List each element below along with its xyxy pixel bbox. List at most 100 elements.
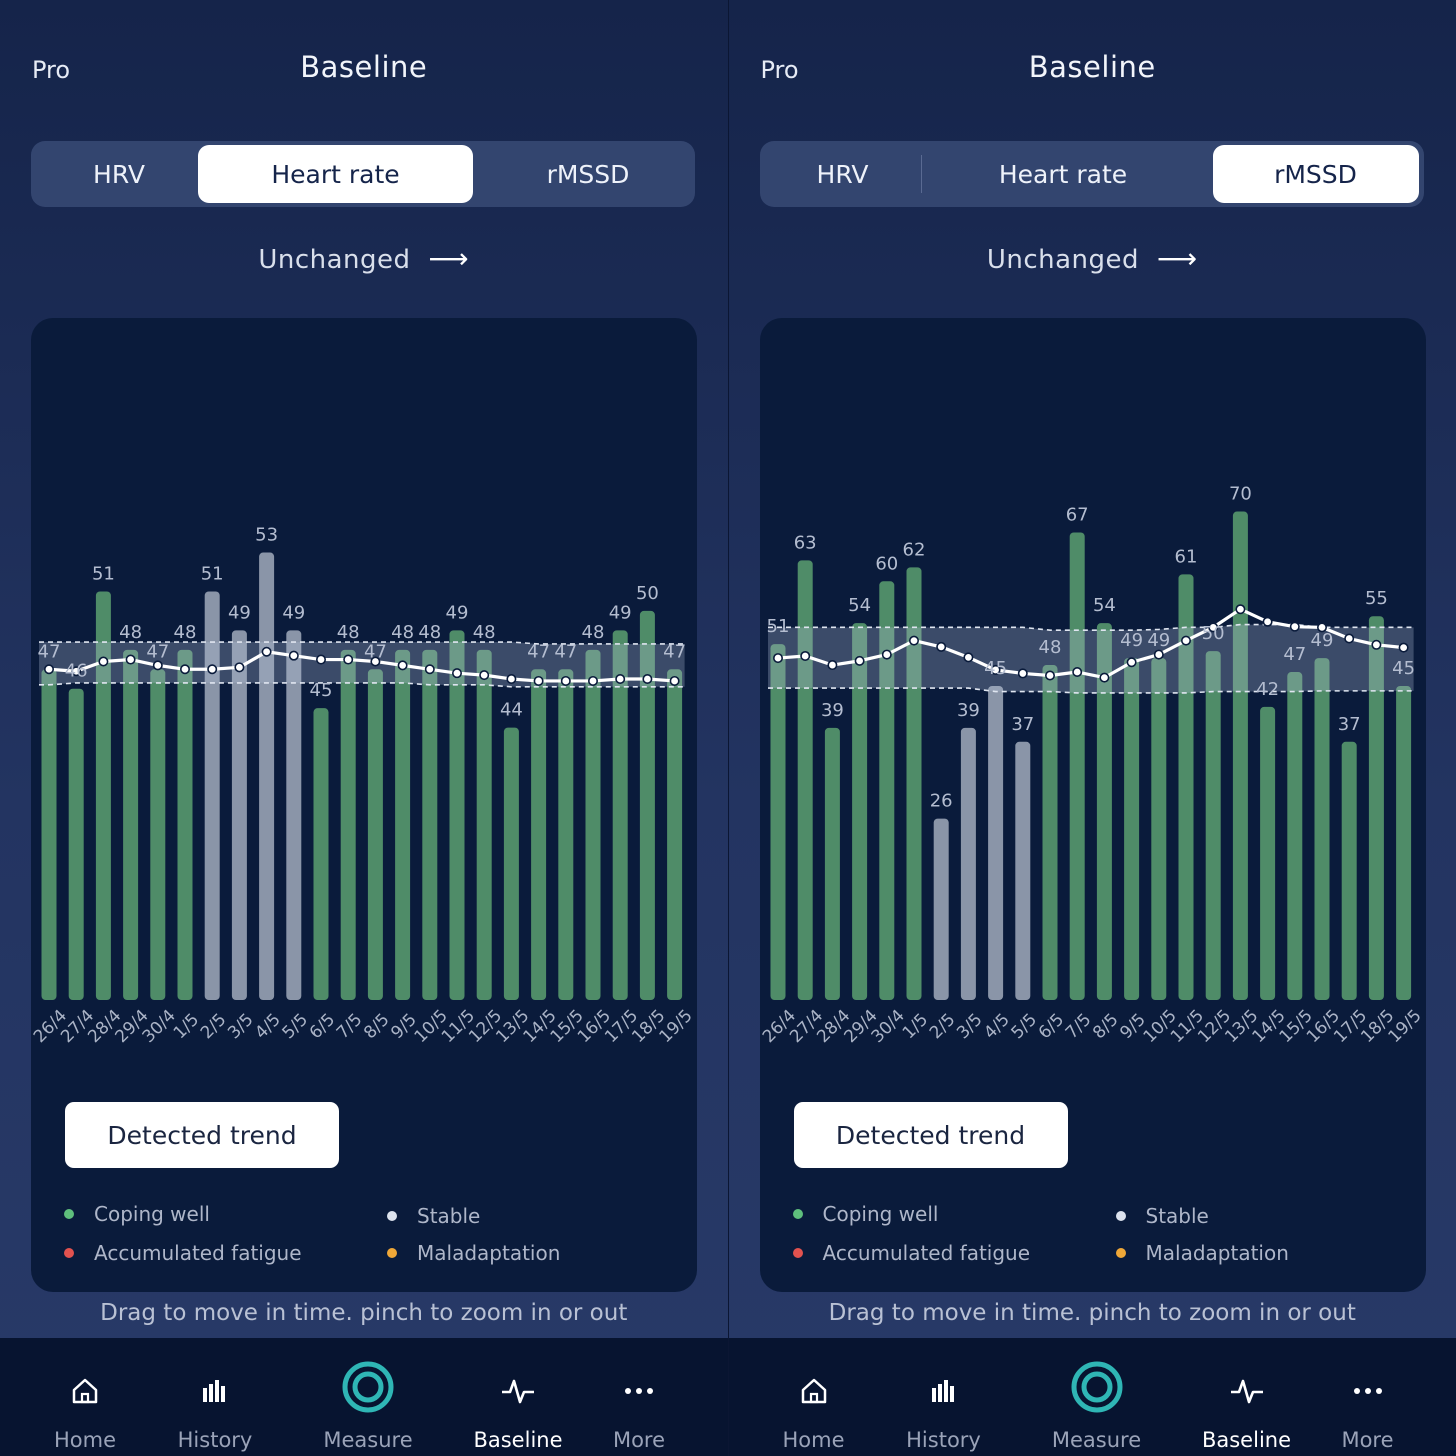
bar-5/5 (286, 630, 302, 1000)
value-label: 51 (766, 616, 789, 637)
value-label: 61 (1174, 546, 1197, 567)
baseline-point (642, 673, 653, 684)
value-label: 48 (337, 622, 360, 643)
value-label: 51 (201, 563, 224, 584)
bottom-nav: Home History Measure Baseline More (0, 1338, 728, 1456)
bar-12/5 (1205, 651, 1221, 1000)
legend-label: Coping well (822, 1202, 939, 1226)
tab-heart-rate[interactable]: Heart rate (998, 159, 1128, 189)
value-label: 70 (1228, 484, 1251, 505)
bar-8/5 (1096, 623, 1112, 1000)
nav-home[interactable]: Home (754, 1368, 874, 1452)
baseline-point (1316, 622, 1327, 633)
tab-rmssd[interactable]: rMSSD (1212, 145, 1419, 203)
value-label: 48 (1038, 637, 1061, 658)
chart-card[interactable]: 47 46 51 48 47 48 51 49 53 49 45 48 47 48 48 49 48 44 47 47… (31, 318, 697, 1292)
baseline-point (343, 654, 354, 665)
nav-label: Measure (1051, 1428, 1142, 1452)
baseline-point (397, 660, 408, 671)
bar-11/5 (1178, 574, 1193, 1000)
detected-trend-button[interactable]: Detected trend (793, 1102, 1068, 1168)
nav-measure[interactable]: Measure (308, 1360, 428, 1452)
tab-hrv[interactable]: HRV (816, 159, 869, 189)
value-label: 48 (391, 622, 414, 643)
page-title: Baseline (1028, 50, 1156, 84)
value-label: 62 (902, 539, 925, 560)
nav-more[interactable]: More (579, 1368, 699, 1452)
bar-16/5 (585, 649, 601, 1000)
nav-label: More (612, 1428, 666, 1452)
bar-13/5 (503, 727, 519, 1000)
value-label: 47 (364, 641, 387, 662)
value-label: 48 (582, 622, 605, 643)
bar-14/5 (1259, 706, 1275, 1000)
baseline-point (962, 652, 973, 663)
value-label: 47 (146, 641, 169, 662)
band-upper-line (39, 641, 685, 645)
baseline-point (71, 666, 82, 677)
nav-baseline[interactable]: Baseline (458, 1368, 578, 1452)
white-dot-icon (1115, 1211, 1126, 1221)
screen-rmssd: Pro Baseline HRV Heart rate rMSSD Unchan… (727, 0, 1456, 1456)
nav-label: Home (782, 1428, 845, 1452)
arrow-right-icon: ⟶ (1157, 242, 1198, 275)
value-label: 47 (1283, 644, 1306, 665)
bottom-nav: Home History Measure Baseline More (728, 1338, 1456, 1456)
nav-label: More (1341, 1428, 1394, 1452)
baseline-point (1289, 621, 1300, 632)
legend-label: Stable (1145, 1204, 1209, 1228)
pro-label[interactable]: Pro (760, 56, 799, 84)
pro-label[interactable]: Pro (32, 56, 71, 84)
detected-trend-button[interactable]: Detected trend (65, 1102, 339, 1168)
tab-hrv[interactable]: HRV (93, 159, 145, 189)
red-dot-icon (64, 1248, 74, 1258)
tab-heart-rate[interactable]: Heart rate (198, 145, 473, 203)
legend-label: Accumulated fatigue (822, 1241, 1031, 1265)
baseline-point (935, 641, 946, 652)
value-label: 49 (609, 602, 632, 623)
bar-14/5 (531, 669, 547, 1000)
value-label: 49 (1310, 630, 1333, 651)
baseline-point (908, 635, 919, 646)
bar-3/5 (960, 727, 976, 1000)
value-label: 50 (1201, 623, 1224, 644)
gesture-hint: Drag to move in time. pinch to zoom in o… (100, 1300, 628, 1326)
baseline-point (1398, 642, 1409, 653)
baseline-point (1234, 604, 1245, 615)
baseline-point (261, 646, 272, 657)
chart-card[interactable]: 51 63 39 54 60 62 26 39 45 37 48 67 54 49 49 61 50 70 42 47… (759, 318, 1426, 1292)
nav-more[interactable]: More (1308, 1368, 1428, 1452)
value-label: 45 (1392, 658, 1415, 679)
legend-label: Maladaptation (1145, 1241, 1289, 1265)
nav-measure[interactable]: Measure (1037, 1360, 1157, 1452)
nav-history[interactable]: History (884, 1368, 1004, 1452)
baseline-point (560, 675, 571, 686)
value-label: 49 (282, 602, 305, 623)
orange-dot-icon (1115, 1248, 1126, 1258)
x-tick-label: 19/5 (655, 1006, 696, 1047)
value-label: 47 (663, 641, 686, 662)
baseline-point (1180, 635, 1191, 646)
baseline-point (1207, 622, 1218, 633)
tab-rmssd[interactable]: rMSSD (546, 159, 630, 189)
bar-7/5 (1069, 532, 1085, 1000)
nav-baseline[interactable]: Baseline (1187, 1368, 1307, 1452)
nav-home[interactable]: Home (25, 1368, 145, 1452)
value-label: 45 (310, 680, 333, 701)
nav-history[interactable]: History (155, 1368, 275, 1452)
history-icon (155, 1368, 275, 1414)
value-label: 44 (500, 700, 523, 721)
bar-4/5 (259, 552, 275, 1000)
bar-16/5 (1314, 658, 1329, 1000)
baseline-point (207, 664, 218, 675)
value-label: 55 (1364, 588, 1387, 609)
baseline-point (1071, 667, 1082, 678)
nav-label: Baseline (1201, 1428, 1292, 1452)
bar-29/4 (123, 649, 139, 1000)
value-label: 48 (473, 622, 496, 643)
baseline-point (826, 660, 837, 671)
legend-accumulated-fatigue: Accumulated fatigue (64, 1241, 302, 1265)
x-tick-label: 19/5 (1384, 1006, 1425, 1047)
